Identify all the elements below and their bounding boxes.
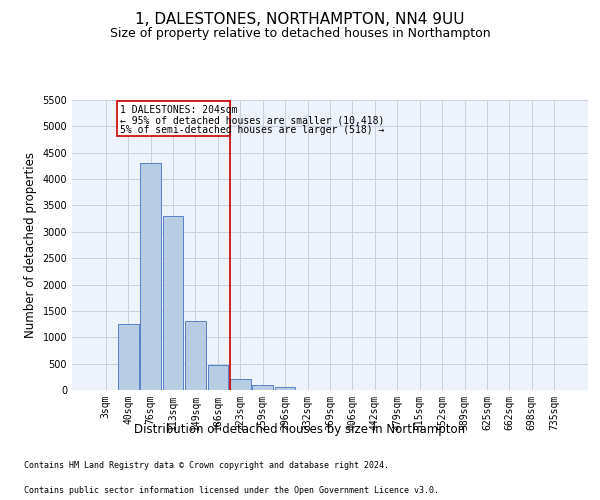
Text: 5% of semi-detached houses are larger (518) →: 5% of semi-detached houses are larger (5… [120,126,385,136]
Bar [208,364,228,390]
Text: Contains HM Land Registry data © Crown copyright and database right 2024.: Contains HM Land Registry data © Crown c… [24,461,389,470]
Text: 1 DALESTONES: 204sqm: 1 DALESTONES: 204sqm [120,106,238,116]
Text: Size of property relative to detached houses in Northampton: Size of property relative to detached ho… [110,28,490,40]
Bar [230,380,251,390]
Text: ← 95% of detached houses are smaller (10,418): ← 95% of detached houses are smaller (10… [120,116,385,126]
Bar [163,216,184,390]
Text: 1, DALESTONES, NORTHAMPTON, NN4 9UU: 1, DALESTONES, NORTHAMPTON, NN4 9UU [135,12,465,28]
Bar [118,324,139,390]
FancyBboxPatch shape [118,101,230,136]
Bar [185,322,206,390]
Bar [253,384,273,390]
Bar [275,387,295,390]
Bar [140,164,161,390]
Y-axis label: Number of detached properties: Number of detached properties [24,152,37,338]
Text: Contains public sector information licensed under the Open Government Licence v3: Contains public sector information licen… [24,486,439,495]
Text: Distribution of detached houses by size in Northampton: Distribution of detached houses by size … [134,422,466,436]
